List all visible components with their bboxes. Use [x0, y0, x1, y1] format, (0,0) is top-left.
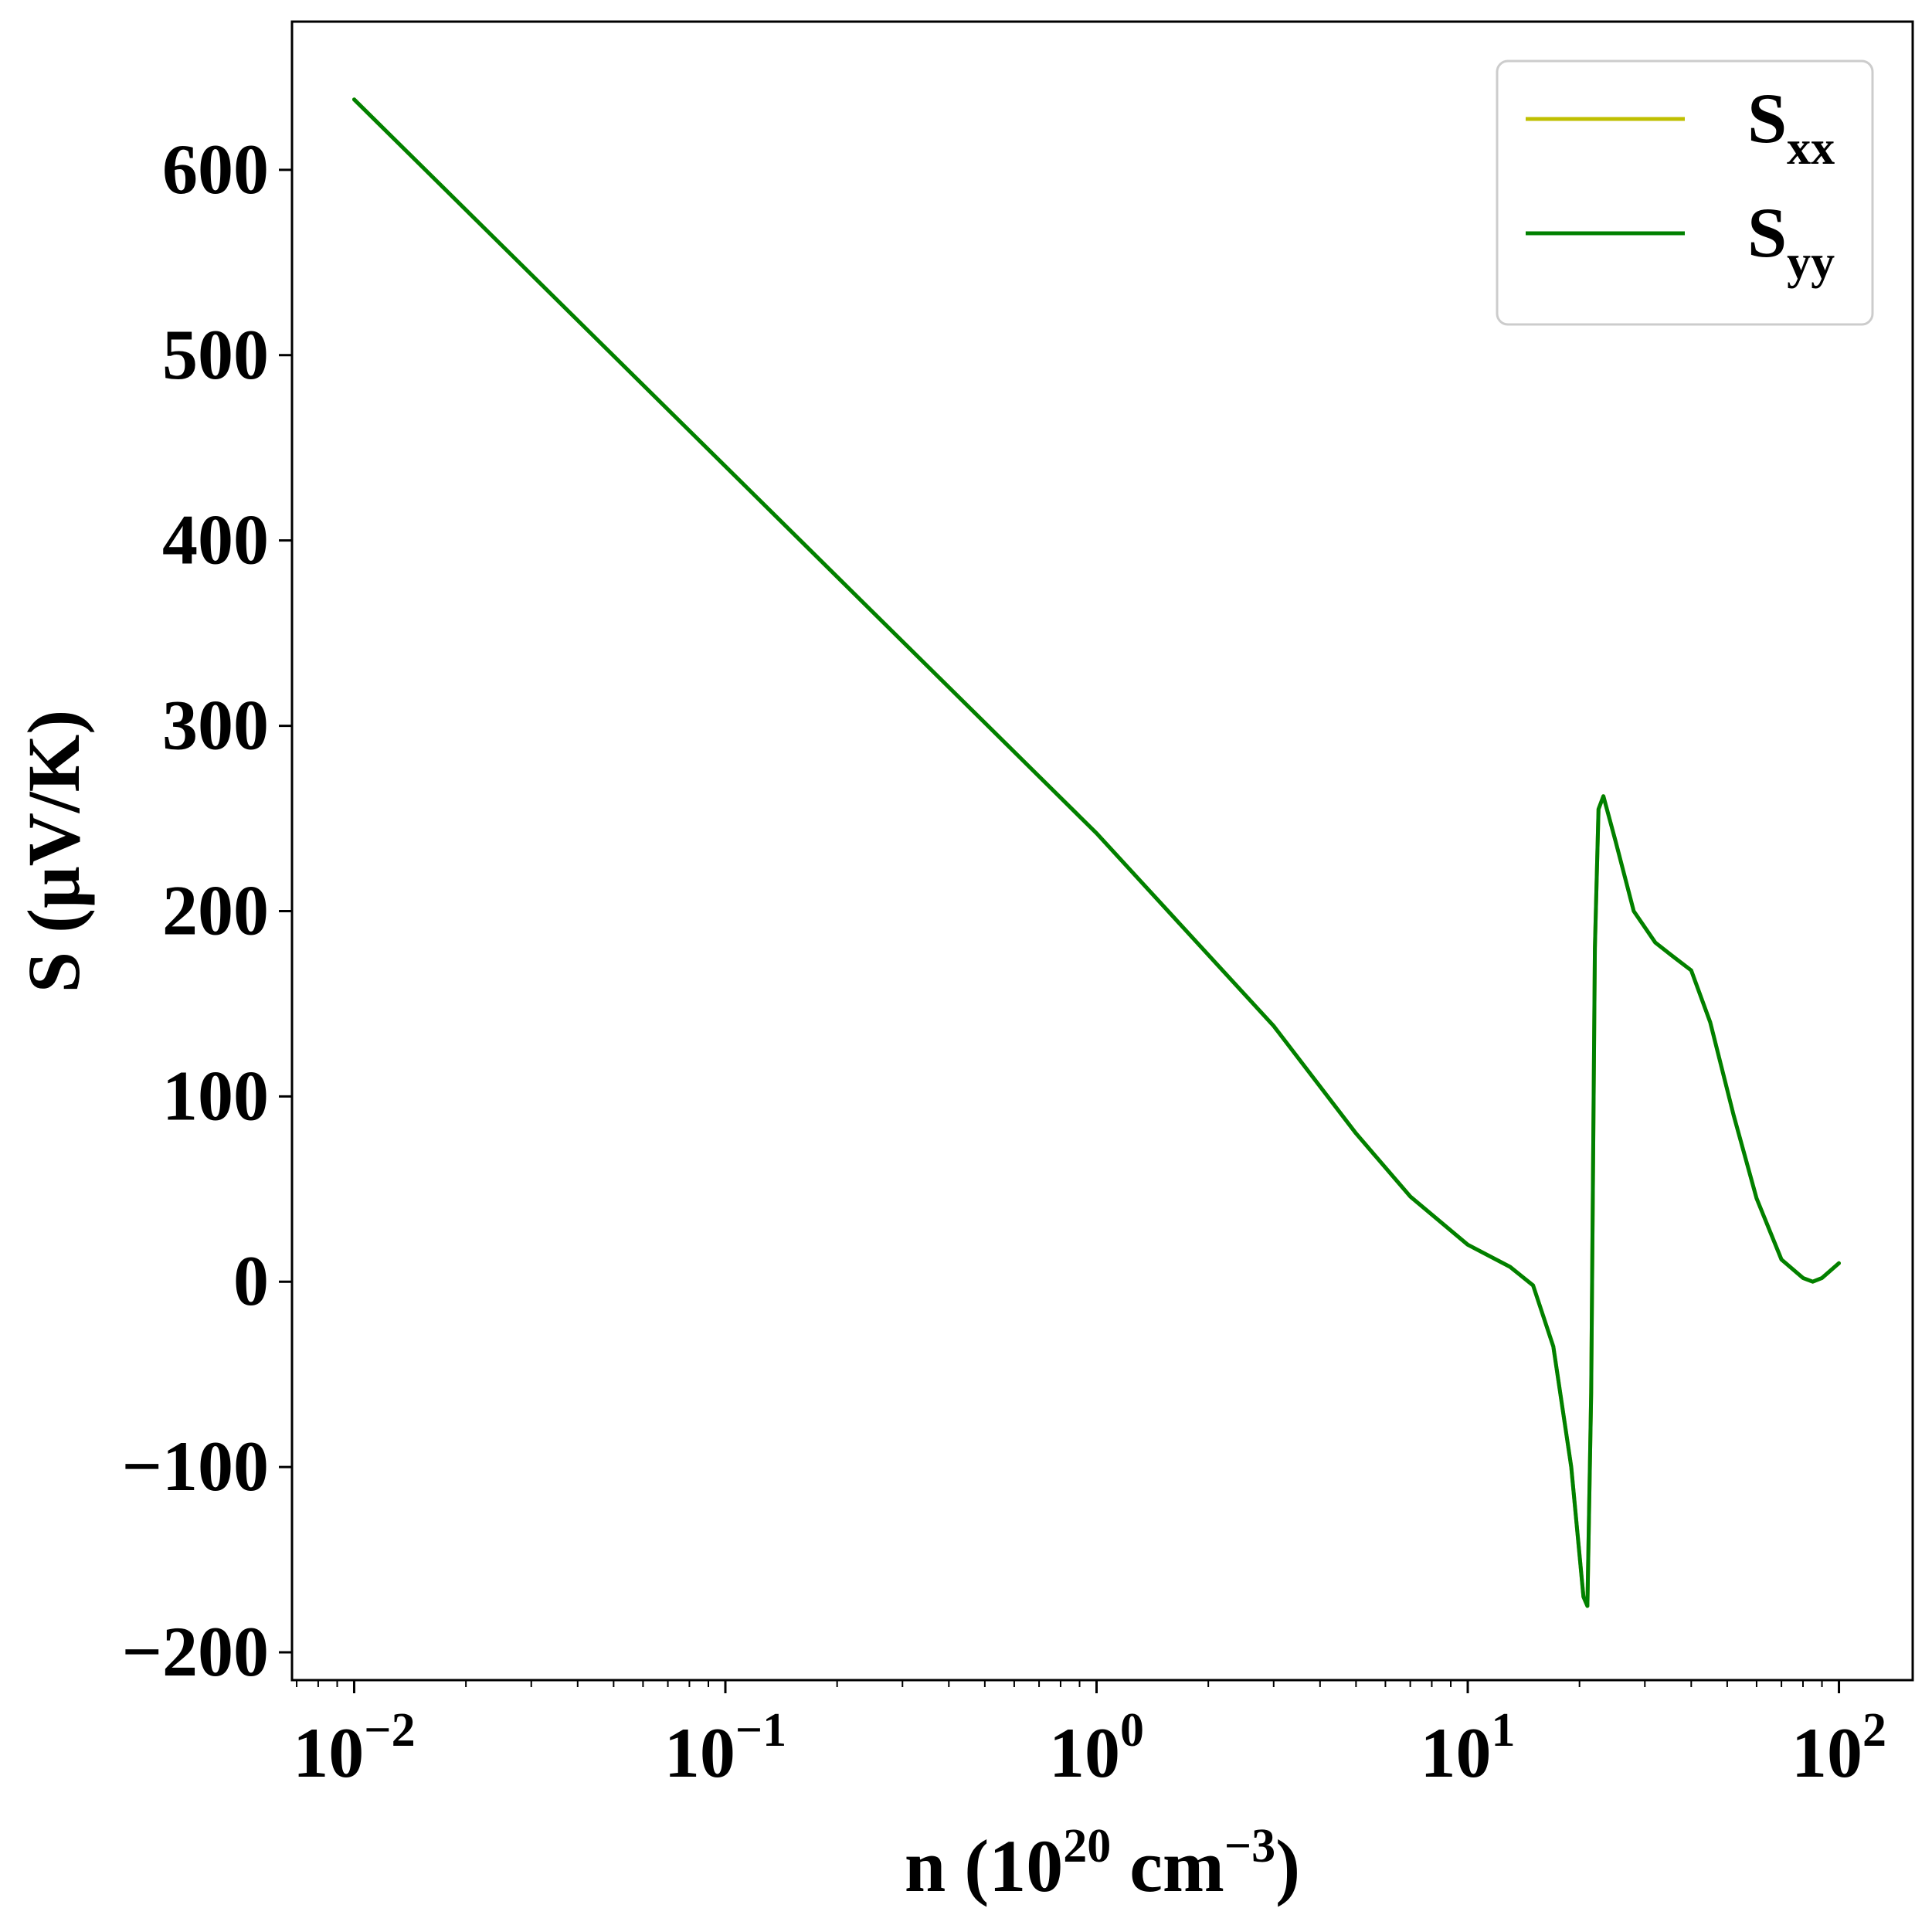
legend-label-s-xx-main: S [1747, 79, 1787, 158]
x-axis-label-prefix: n (10 [905, 1825, 1063, 1907]
x-axis-label-exp1: 20 [1063, 1820, 1111, 1872]
x-tick-label: 10−2 [293, 1704, 415, 1792]
x-tick-label-exponent: −2 [364, 1704, 415, 1757]
y-axis-label: S (μV/K) [12, 710, 95, 993]
x-tick-label-exponent: −1 [735, 1704, 786, 1757]
x-tick-label: 101 [1421, 1704, 1516, 1792]
legend-box [1496, 59, 1874, 326]
plot-frame [290, 20, 1914, 1682]
legend-label-s-xx-sub: xx [1787, 122, 1835, 175]
y-tick-label: −100 [122, 1427, 269, 1506]
legend-label-s-yy: Syy [1747, 193, 1835, 289]
x-tick-label-base: 10 [1421, 1713, 1492, 1792]
x-tick-label: 100 [1049, 1704, 1144, 1792]
x-tick-label-base: 10 [664, 1713, 735, 1792]
x-tick-label-exponent: 0 [1120, 1704, 1144, 1757]
y-tick-label: −200 [122, 1612, 269, 1691]
y-tick-label: 200 [162, 871, 269, 949]
x-axis-label-exp2: −3 [1224, 1820, 1275, 1872]
y-tick-label: 300 [162, 686, 269, 765]
series-line-s-yy [352, 97, 1841, 1608]
x-tick-label-exponent: 2 [1862, 1704, 1886, 1757]
x-tick-label: 10−1 [664, 1704, 786, 1792]
y-tick-label: 400 [162, 501, 269, 579]
legend-label-s-xx: Sxx [1747, 79, 1835, 175]
x-tick-label-base: 10 [293, 1713, 364, 1792]
series-lines [352, 97, 1841, 1608]
legend-label-s-yy-sub: yy [1787, 236, 1835, 289]
x-axis-label: n (1020 cm−3) [905, 1820, 1300, 1907]
y-tick-label: 600 [162, 130, 269, 209]
x-axis-label-mid: cm [1111, 1825, 1224, 1907]
x-tick-label-exponent: 1 [1492, 1704, 1516, 1757]
legend: Sxx Syy [1496, 59, 1874, 326]
x-axis-label-suffix: ) [1275, 1825, 1300, 1907]
x-tick-label-base: 10 [1049, 1713, 1120, 1792]
x-tick-label-base: 10 [1791, 1713, 1862, 1792]
y-tick-label: 0 [233, 1241, 269, 1320]
x-tick-label: 102 [1791, 1704, 1886, 1792]
y-tick-label: 100 [162, 1056, 269, 1135]
legend-label-s-yy-main: S [1747, 193, 1787, 272]
y-tick-label: 500 [162, 315, 269, 394]
